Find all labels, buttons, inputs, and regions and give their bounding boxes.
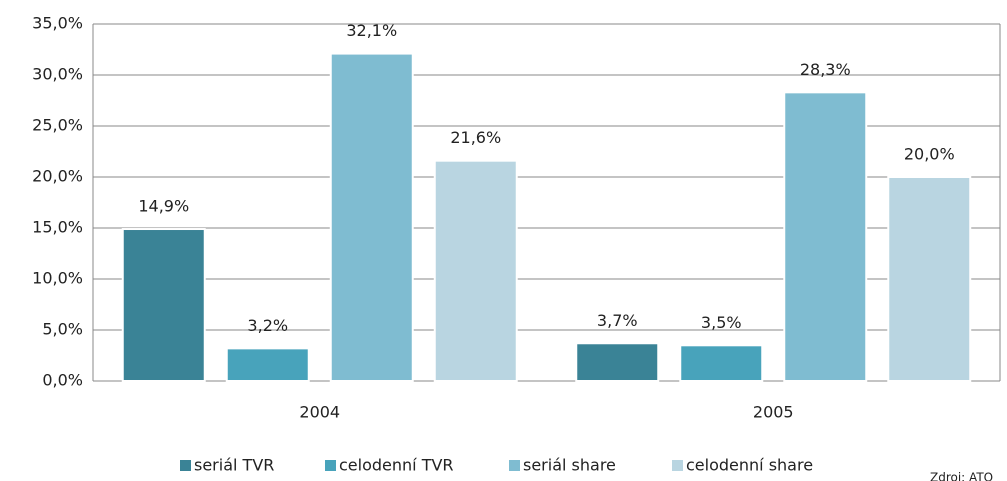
y-tick-label: 25,0%: [32, 116, 83, 135]
bar: [121, 228, 206, 382]
value-label: 3,5%: [701, 313, 742, 332]
x-tick-label: 2004: [299, 403, 340, 422]
legend-swatch: [672, 460, 683, 471]
bar: [575, 342, 660, 383]
bar: [887, 176, 972, 382]
value-label: 28,3%: [800, 60, 851, 79]
y-tick-label: 35,0%: [32, 14, 83, 33]
legend-label: seriál TVR: [194, 456, 274, 475]
bar: [225, 347, 310, 382]
x-tick-label: 2005: [753, 403, 794, 422]
bar: [679, 344, 764, 382]
value-label: 14,9%: [138, 197, 189, 216]
legend-swatch: [325, 460, 336, 471]
bar: [329, 52, 414, 383]
y-tick-label: 30,0%: [32, 65, 83, 84]
legend-swatch: [180, 460, 191, 471]
value-label: 32,1%: [346, 21, 397, 40]
legend-label: celodenní TVR: [339, 456, 454, 475]
bar: [783, 91, 868, 382]
value-label: 3,2%: [247, 316, 288, 335]
source-note: Zdroj: ATO: [930, 471, 993, 481]
y-tick-label: 0,0%: [42, 371, 83, 390]
bar: [433, 159, 518, 382]
value-label: 21,6%: [450, 128, 501, 147]
value-label: 20,0%: [904, 145, 955, 164]
legend-swatch: [509, 460, 520, 471]
y-tick-label: 15,0%: [32, 218, 83, 237]
value-label: 3,7%: [597, 311, 638, 330]
y-tick-label: 10,0%: [32, 269, 83, 288]
y-tick-label: 5,0%: [42, 320, 83, 339]
legend-label: seriál share: [523, 456, 616, 475]
y-tick-label: 20,0%: [32, 167, 83, 186]
legend-label: celodenní share: [686, 456, 813, 475]
